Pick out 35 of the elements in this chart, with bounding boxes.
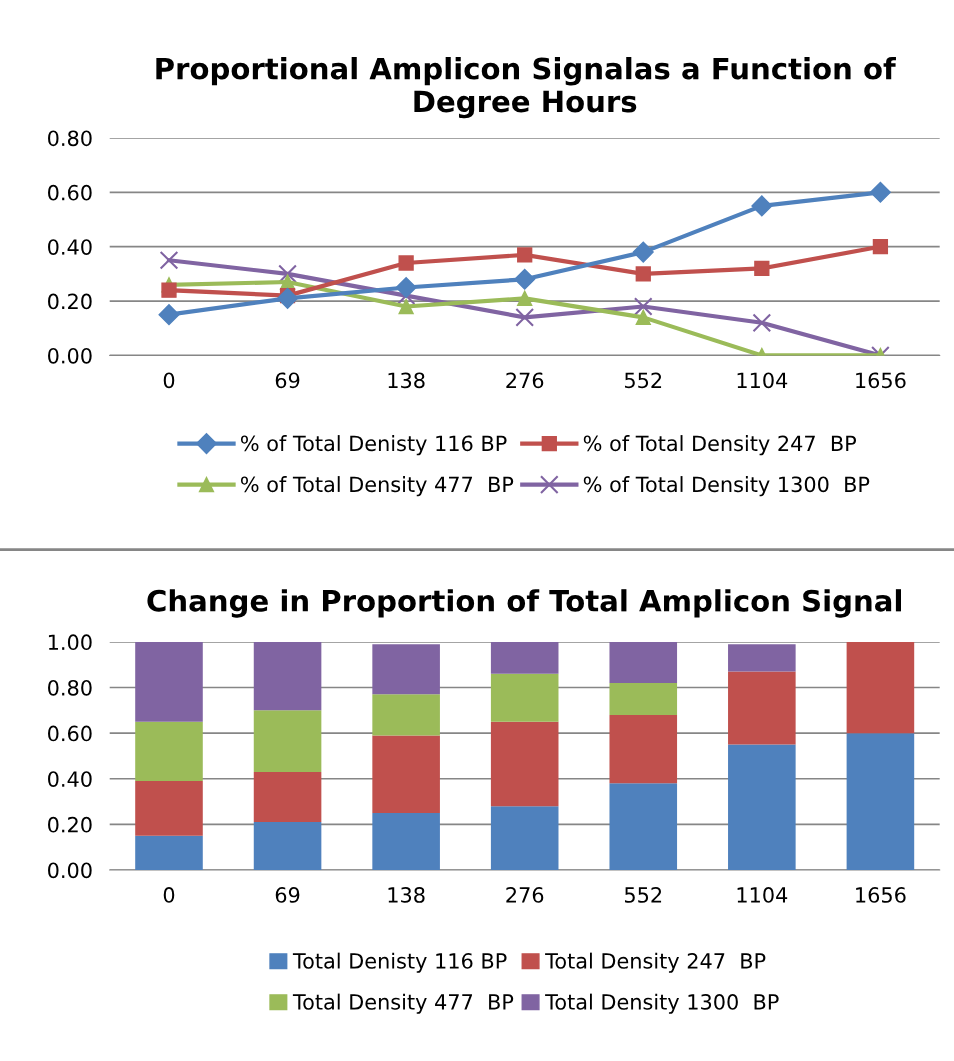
legend-label: Total Density 1300 BP: [545, 993, 779, 1014]
x-tick-label: 69: [275, 887, 300, 903]
x-tick-label: 0: [163, 372, 175, 389]
x-tick-label: 552: [624, 887, 662, 903]
legend-label: Total Denisty 116 BP: [292, 952, 507, 973]
x-tick-label: 69: [275, 372, 300, 389]
legend-label: % of Total Density 247 BP: [583, 435, 857, 456]
chart-title: Change in Proportion of Total Amplicon Signal: [147, 589, 901, 618]
x-tick-label: 0: [163, 887, 175, 903]
y-tick-label: 0.60: [48, 725, 92, 742]
y-tick-label: 0.20: [48, 293, 92, 310]
legend-label: Total Density 477 BP: [292, 993, 514, 1014]
x-tick-label: 276: [506, 372, 544, 389]
y-tick-label: 0.40: [48, 239, 92, 255]
x-tick-label: 1656: [856, 372, 906, 389]
x-tick-label: 1104: [737, 887, 788, 903]
y-tick-label: 0.80: [48, 679, 92, 696]
x-tick-label: 1104: [737, 372, 788, 389]
x-tick-label: 552: [624, 372, 662, 389]
chart-title: Proportional Amplicon Signalas a Function of Degree Hours: [156, 56, 896, 119]
y-tick-label: 1.00: [48, 634, 92, 651]
y-tick-label: 0.00: [48, 347, 92, 364]
y-tick-label: 0.60: [48, 184, 92, 201]
legend-label: % of Total Density 1300 BP: [583, 476, 870, 497]
x-tick-label: 138: [388, 887, 425, 903]
legend-label: % of Total Density 477 BP: [240, 476, 514, 497]
y-tick-label: 0.80: [48, 130, 92, 147]
x-tick-label: 1656: [856, 887, 906, 903]
y-tick-label: 0.20: [48, 816, 92, 833]
legend-label: % of Total Denisty 116 BP: [240, 435, 507, 456]
x-tick-label: 276: [506, 887, 544, 903]
x-tick-label: 138: [388, 372, 425, 389]
legend-label: Total Density 247 BP: [545, 952, 766, 973]
y-tick-label: 0.40: [48, 771, 92, 787]
y-tick-label: 0.00: [48, 862, 92, 879]
